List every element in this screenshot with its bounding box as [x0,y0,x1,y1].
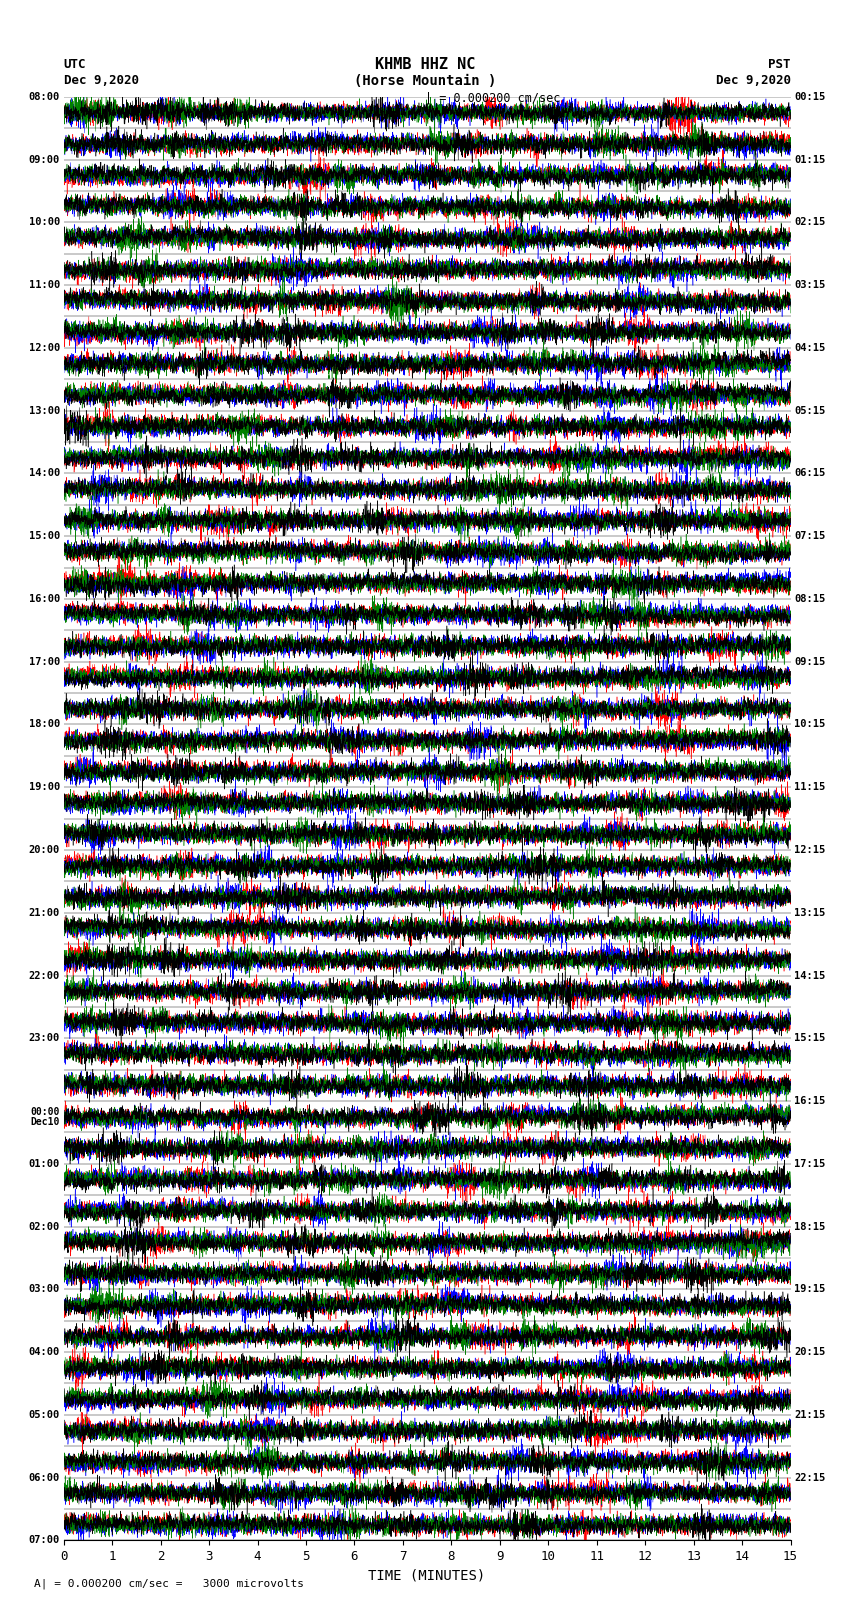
Text: 03:15: 03:15 [794,281,825,290]
Text: 21:15: 21:15 [794,1410,825,1419]
Text: 03:00: 03:00 [29,1284,60,1294]
Text: 06:15: 06:15 [794,468,825,479]
Text: Dec 9,2020: Dec 9,2020 [64,74,139,87]
Text: 00:00: 00:00 [31,1107,60,1116]
Text: 22:15: 22:15 [794,1473,825,1482]
Text: 04:00: 04:00 [29,1347,60,1357]
Text: 19:00: 19:00 [29,782,60,792]
Text: 02:00: 02:00 [29,1221,60,1232]
Text: 20:15: 20:15 [794,1347,825,1357]
Text: 06:00: 06:00 [29,1473,60,1482]
Text: 01:00: 01:00 [29,1158,60,1169]
Text: 01:15: 01:15 [794,155,825,165]
Text: 12:15: 12:15 [794,845,825,855]
Text: 17:00: 17:00 [29,656,60,666]
Text: Dec10: Dec10 [31,1116,60,1127]
Text: 23:00: 23:00 [29,1034,60,1044]
Text: 17:15: 17:15 [794,1158,825,1169]
Text: 18:00: 18:00 [29,719,60,729]
Text: 16:00: 16:00 [29,594,60,603]
Text: 22:00: 22:00 [29,971,60,981]
Text: 08:00: 08:00 [29,92,60,102]
Text: 05:15: 05:15 [794,405,825,416]
Text: 10:00: 10:00 [29,218,60,227]
Text: 11:00: 11:00 [29,281,60,290]
Text: Dec 9,2020: Dec 9,2020 [716,74,790,87]
Text: 13:15: 13:15 [794,908,825,918]
Text: PST: PST [768,58,790,71]
Text: 12:00: 12:00 [29,344,60,353]
Text: 20:00: 20:00 [29,845,60,855]
Text: 15:15: 15:15 [794,1034,825,1044]
Text: 19:15: 19:15 [794,1284,825,1294]
Text: 11:15: 11:15 [794,782,825,792]
Text: UTC: UTC [64,58,86,71]
Text: (Horse Mountain ): (Horse Mountain ) [354,74,496,87]
Text: 02:15: 02:15 [794,218,825,227]
Text: | = 0.000200 cm/sec: | = 0.000200 cm/sec [425,92,560,105]
Text: 16:15: 16:15 [794,1097,825,1107]
Text: 07:15: 07:15 [794,531,825,540]
Text: 07:00: 07:00 [29,1536,60,1545]
Text: 00:15: 00:15 [794,92,825,102]
Text: 18:15: 18:15 [794,1221,825,1232]
Text: KHMB HHZ NC: KHMB HHZ NC [375,56,475,73]
Text: 14:15: 14:15 [794,971,825,981]
Text: 04:15: 04:15 [794,344,825,353]
X-axis label: TIME (MINUTES): TIME (MINUTES) [369,1569,485,1582]
Text: 08:15: 08:15 [794,594,825,603]
Text: 21:00: 21:00 [29,908,60,918]
Text: 09:15: 09:15 [794,656,825,666]
Text: 05:00: 05:00 [29,1410,60,1419]
Text: 14:00: 14:00 [29,468,60,479]
Text: A| = 0.000200 cm/sec =   3000 microvolts: A| = 0.000200 cm/sec = 3000 microvolts [34,1579,304,1589]
Text: 13:00: 13:00 [29,405,60,416]
Text: 09:00: 09:00 [29,155,60,165]
Text: 15:00: 15:00 [29,531,60,540]
Text: 10:15: 10:15 [794,719,825,729]
